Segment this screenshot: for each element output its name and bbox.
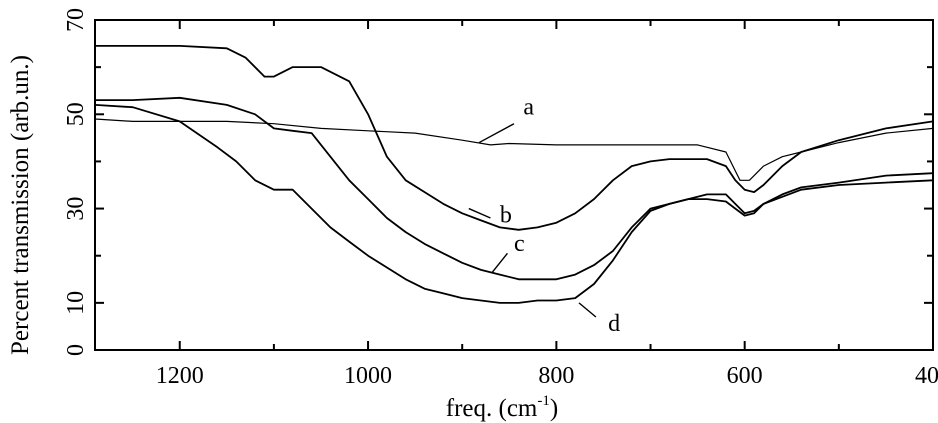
series-a-pointer xyxy=(478,123,515,144)
series-b-label: b xyxy=(500,203,512,229)
y-tick-label: 70 xyxy=(63,8,89,32)
x-tick-label: 1000 xyxy=(344,363,392,389)
y-tick-label: 10 xyxy=(63,291,89,315)
x-axis-label-sup: -1 xyxy=(537,393,550,409)
x-tick-label: 1200 xyxy=(156,363,204,389)
series-c-pointer xyxy=(491,252,508,273)
y-tick-label: 30 xyxy=(63,197,89,221)
plot-frame xyxy=(94,19,934,351)
series-d-label: d xyxy=(608,311,620,337)
series-c-label: c xyxy=(514,231,525,257)
x-axis-label: freq. (cm-1) xyxy=(446,393,558,422)
series-b-pointer xyxy=(468,207,491,219)
x-tick-label: 400 xyxy=(915,363,938,389)
curve-labels-layer: a bc d xyxy=(468,94,620,337)
series-d-pointer xyxy=(578,302,597,318)
curves-layer xyxy=(94,45,934,304)
x-axis-label-main: freq. (cm xyxy=(446,395,538,422)
y-tick-label: 50 xyxy=(63,102,89,126)
y-tick-label: 0 xyxy=(63,344,89,356)
x-tick-label: 800 xyxy=(538,363,574,389)
x-axis-label-close: ) xyxy=(550,395,558,422)
series-b-line xyxy=(95,45,934,231)
x-tick-label: 600 xyxy=(727,363,763,389)
ticks-layer xyxy=(95,19,934,351)
y-tick-labels: 0 10 30 50 70 xyxy=(63,8,89,356)
series-c-line xyxy=(95,96,934,281)
x-tick-labels: 1200 1000 800 600 400 xyxy=(156,363,938,389)
plot-area: a bc d xyxy=(94,19,934,351)
series-a-label: a xyxy=(523,94,534,120)
y-axis-label: Percent transmission (arb.un.) xyxy=(7,55,34,355)
series-d-line xyxy=(94,104,934,304)
